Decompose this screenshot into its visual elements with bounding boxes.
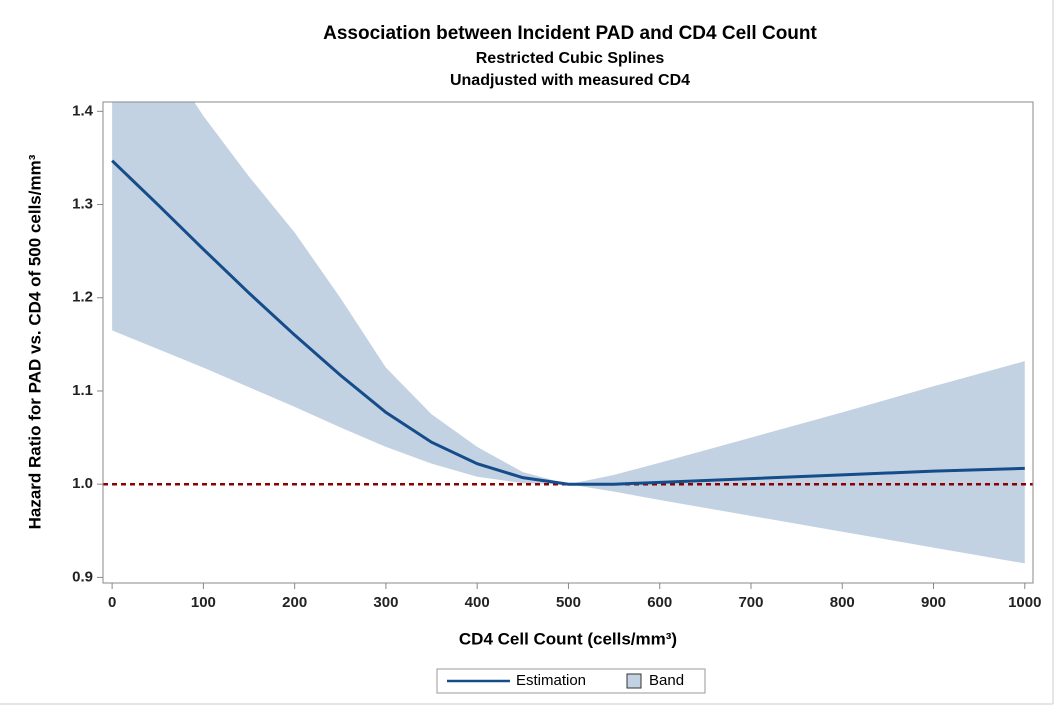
x-axis-label: CD4 Cell Count (cells/mm³) xyxy=(459,629,677,648)
x-tick-label: 200 xyxy=(282,594,307,611)
chart-title: Association between Incident PAD and CD4… xyxy=(323,23,817,44)
x-tick-label: 500 xyxy=(556,594,581,611)
y-tick-label: 1.1 xyxy=(72,382,93,399)
y-tick-label: 1.4 xyxy=(72,102,94,119)
x-tick-label: 900 xyxy=(921,594,946,611)
x-tick-label: 100 xyxy=(191,594,216,611)
y-axis-label: Hazard Ratio for PAD vs. CD4 of 500 cell… xyxy=(25,154,44,529)
x-tick-label: 400 xyxy=(465,594,490,611)
chart-subtitle: Unadjusted with measured CD4 xyxy=(450,72,690,89)
y-tick-label: 1.3 xyxy=(72,196,93,213)
legend-label: Band xyxy=(649,672,684,689)
x-tick-label: 0 xyxy=(108,594,116,611)
chart-subtitle: Restricted Cubic Splines xyxy=(476,50,665,67)
y-tick-label: 1.0 xyxy=(72,475,93,492)
plot-area xyxy=(103,102,1033,564)
confidence-band xyxy=(112,102,1025,564)
legend-swatch xyxy=(626,673,642,689)
y-tick-label: 0.9 xyxy=(72,568,93,585)
y-tick-label: 1.2 xyxy=(72,289,93,306)
legend: Estimation Band xyxy=(436,668,706,694)
x-tick-label: 800 xyxy=(830,594,855,611)
legend-label: Estimation xyxy=(516,672,586,689)
x-tick-label: 600 xyxy=(647,594,672,611)
x-tick-label: 300 xyxy=(373,594,398,611)
x-tick-label: 700 xyxy=(738,594,763,611)
estimate-line xyxy=(111,159,1025,486)
x-tick-label: 1000 xyxy=(1008,594,1041,611)
